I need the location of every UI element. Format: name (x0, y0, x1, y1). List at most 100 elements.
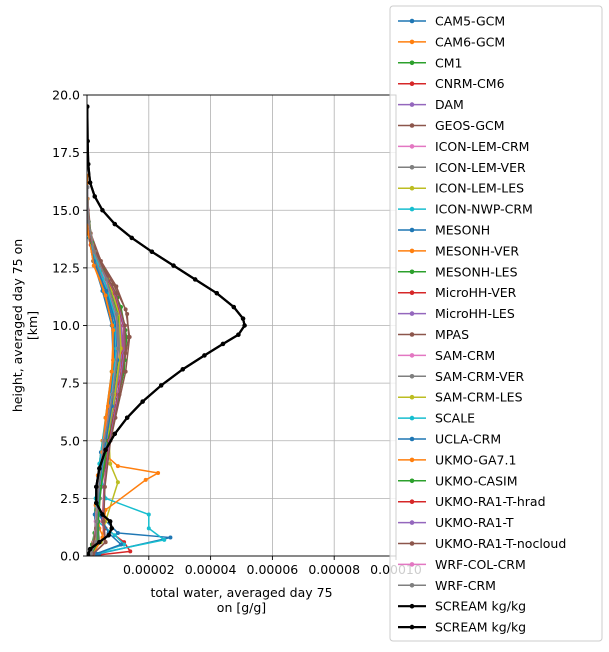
data-point (108, 461, 113, 466)
data-point (128, 549, 133, 554)
legend-entry: ICON-LEM-CRM (398, 139, 529, 154)
legend: CAM5-GCM CAM6-GCM CM1 CNRM-CM6 DAM GEOS-GCM IC… (389, 5, 603, 642)
y-tick-label: 0.0 (60, 549, 80, 564)
legend-label: UKMO-RA1-T-nocloud (435, 536, 566, 551)
data-point (140, 399, 145, 404)
legend-entry: MESONH (398, 223, 490, 238)
data-point (112, 221, 118, 227)
legend-swatch-marker (409, 624, 415, 630)
data-point (143, 477, 148, 482)
y-tick-label: 17.5 (52, 145, 80, 160)
legend-label: CM1 (435, 55, 462, 70)
data-point (112, 533, 117, 538)
series-line (87, 198, 161, 555)
legend-entry: SCALE (398, 411, 475, 426)
legend-label: SAM-CRM-VER (435, 369, 524, 384)
data-point (100, 512, 105, 517)
x-tick-label: 0.00008 (308, 562, 360, 577)
data-point (123, 369, 128, 374)
data-point (192, 277, 198, 282)
legend-swatch-marker (409, 353, 415, 358)
data-point (202, 353, 207, 358)
legend-label: UKMO-CASIM (435, 473, 518, 488)
x-tick-label: 0.00004 (185, 562, 237, 577)
data-point (220, 341, 226, 347)
data-point (103, 293, 108, 298)
legend-entry: CAM6-GCM (398, 34, 505, 49)
y-tick-label: 5.0 (60, 433, 80, 448)
y-tick-label: 10.0 (52, 318, 80, 333)
data-point (94, 500, 99, 506)
data-point (92, 249, 97, 254)
data-point (146, 512, 151, 517)
series-28 (87, 104, 247, 556)
data-point (117, 392, 122, 397)
data-point (231, 304, 236, 310)
data-point (94, 519, 99, 524)
legend-swatch-marker (409, 374, 415, 379)
legend-entry: WRF-CRM (398, 578, 496, 593)
data-point (115, 464, 120, 469)
legend-entry: UKMO-RA1-T-nocloud (398, 536, 566, 551)
data-point (162, 537, 167, 542)
legend-label: UKMO-RA1-T (435, 515, 514, 530)
legend-swatch-marker (409, 18, 415, 24)
legend-entry: UCLA-CRM (398, 432, 501, 447)
grid-lines (87, 94, 397, 557)
data-point (118, 346, 123, 351)
legend-swatch-marker (409, 541, 415, 546)
legend-swatch-marker (409, 39, 415, 45)
legend-label: UKMO-GA7.1 (435, 452, 516, 467)
y-axis-ticks: 0.0 2.5 5.0 7.5 10.0 12.5 15.0 17.5 20.0 (52, 88, 87, 564)
data-point (103, 540, 108, 545)
data-point (129, 235, 135, 241)
legend-label: MESONH (435, 223, 490, 238)
data-point (109, 369, 114, 374)
legend-label: MESONH-LES (435, 264, 518, 279)
legend-label: ICON-LEM-CRM (435, 139, 529, 154)
legend-swatch-marker (409, 499, 415, 505)
data-point (107, 519, 113, 524)
legend-swatch-marker (409, 165, 415, 170)
data-point (87, 546, 93, 552)
data-point (87, 104, 90, 109)
legend-label: ICON-LEM-LES (435, 181, 524, 196)
data-point (168, 535, 173, 540)
legend-swatch-marker (409, 60, 415, 66)
data-point (180, 367, 185, 372)
data-point (111, 328, 116, 333)
data-point (87, 138, 90, 144)
legend-label: CNRM-CM6 (435, 76, 505, 91)
legend-entry: SAM-CRM-VER (398, 369, 524, 384)
data-point (97, 539, 102, 545)
legend-label: CAM5-GCM (435, 14, 505, 29)
legend-swatch-marker (409, 144, 415, 149)
legend-entry: SCREAM kg/kg (398, 620, 526, 635)
data-point (127, 335, 132, 340)
legend-swatch-marker (409, 248, 415, 254)
legend-label: SCREAM kg/kg (435, 599, 526, 614)
data-point (115, 480, 120, 485)
y-tick-label: 20.0 (52, 88, 80, 103)
legend-entry: UKMO-GA7.1 (398, 452, 516, 467)
legend-swatch-marker (409, 520, 415, 525)
data-point (236, 332, 241, 337)
data-point (240, 316, 246, 321)
legend-label: ICON-LEM-VER (435, 160, 526, 175)
legend-swatch-marker (409, 415, 415, 421)
x-tick-label: 0.00006 (247, 562, 299, 577)
legend-label: MicroHH-LES (435, 306, 515, 321)
legend-label: DAM (435, 97, 464, 112)
series-line (87, 106, 246, 556)
legend-swatch-marker (409, 185, 415, 191)
data-point (115, 530, 120, 535)
legend-swatch-marker (409, 290, 415, 296)
data-point (116, 346, 121, 351)
data-point (87, 180, 93, 185)
legend-label: SAM-CRM-LES (435, 390, 523, 405)
data-point (100, 208, 105, 213)
x-tick-label: 0.00002 (123, 562, 175, 577)
legend-entry: MESONH-VER (398, 243, 519, 258)
legend-swatch-marker (409, 603, 415, 609)
